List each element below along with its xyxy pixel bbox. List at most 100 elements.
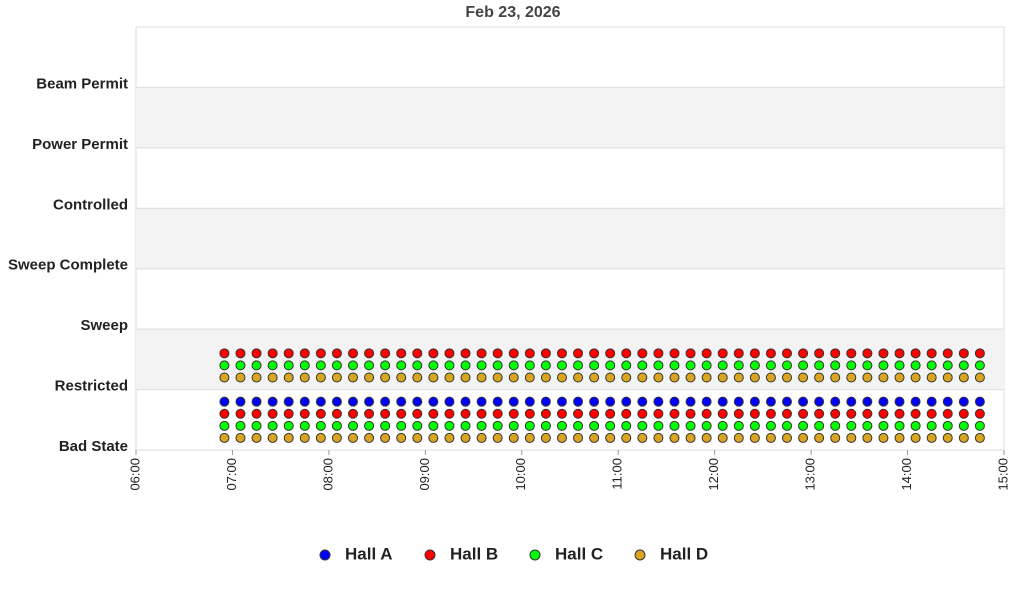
legend-marker bbox=[319, 549, 331, 561]
point bbox=[846, 360, 857, 371]
point bbox=[765, 348, 776, 359]
point bbox=[283, 372, 294, 383]
point bbox=[798, 348, 809, 359]
point bbox=[926, 420, 937, 431]
point bbox=[556, 432, 567, 443]
point bbox=[251, 348, 262, 359]
point bbox=[942, 360, 953, 371]
point bbox=[267, 432, 278, 443]
point bbox=[653, 408, 664, 419]
point bbox=[830, 348, 841, 359]
point bbox=[444, 432, 455, 443]
point bbox=[958, 372, 969, 383]
point bbox=[958, 396, 969, 407]
point bbox=[830, 360, 841, 371]
point bbox=[958, 360, 969, 371]
point bbox=[846, 396, 857, 407]
point bbox=[348, 408, 358, 419]
point bbox=[364, 408, 375, 419]
point bbox=[958, 348, 969, 359]
point bbox=[862, 432, 873, 443]
point bbox=[524, 432, 535, 443]
point bbox=[830, 372, 841, 383]
point bbox=[605, 432, 616, 443]
point bbox=[765, 396, 776, 407]
point bbox=[444, 408, 455, 419]
x-tick-label: 10:00 bbox=[513, 458, 528, 491]
point bbox=[958, 408, 969, 419]
x-tick-label: 06:00 bbox=[127, 458, 142, 491]
point bbox=[219, 432, 230, 443]
point bbox=[380, 348, 391, 359]
point bbox=[299, 408, 310, 419]
point bbox=[894, 408, 905, 419]
point bbox=[717, 360, 728, 371]
point bbox=[717, 348, 728, 359]
point bbox=[942, 372, 953, 383]
point bbox=[283, 408, 294, 419]
point bbox=[219, 372, 230, 383]
point bbox=[846, 348, 857, 359]
point bbox=[524, 420, 535, 431]
point bbox=[878, 408, 889, 419]
point bbox=[476, 432, 487, 443]
point bbox=[476, 372, 487, 383]
point bbox=[348, 348, 358, 359]
point bbox=[782, 396, 792, 407]
point bbox=[862, 348, 873, 359]
point bbox=[669, 408, 680, 419]
point bbox=[733, 372, 744, 383]
point bbox=[492, 372, 503, 383]
point bbox=[299, 348, 310, 359]
legend-label: Hall C bbox=[555, 544, 603, 563]
point bbox=[396, 432, 407, 443]
point bbox=[942, 396, 953, 407]
point bbox=[942, 420, 953, 431]
point bbox=[283, 396, 294, 407]
point bbox=[428, 432, 439, 443]
point bbox=[315, 420, 326, 431]
point bbox=[364, 432, 375, 443]
point bbox=[315, 348, 326, 359]
point bbox=[235, 432, 246, 443]
point bbox=[733, 432, 744, 443]
y-tick-label: Sweep bbox=[80, 317, 128, 334]
point bbox=[380, 396, 391, 407]
point bbox=[878, 420, 889, 431]
legend-label: Hall A bbox=[345, 544, 393, 563]
point bbox=[717, 372, 728, 383]
point bbox=[846, 432, 857, 443]
point bbox=[412, 420, 423, 431]
point bbox=[412, 372, 423, 383]
point bbox=[846, 420, 857, 431]
point bbox=[814, 372, 825, 383]
point bbox=[573, 372, 584, 383]
legend-marker bbox=[529, 549, 541, 561]
point bbox=[589, 360, 600, 371]
point bbox=[974, 396, 985, 407]
point bbox=[556, 360, 567, 371]
point bbox=[878, 396, 889, 407]
point bbox=[878, 372, 889, 383]
point bbox=[782, 420, 792, 431]
point bbox=[412, 360, 423, 371]
point bbox=[621, 360, 632, 371]
point bbox=[894, 420, 905, 431]
point bbox=[219, 408, 230, 419]
point bbox=[830, 432, 841, 443]
point bbox=[331, 420, 342, 431]
point bbox=[331, 432, 342, 443]
point bbox=[926, 396, 937, 407]
point bbox=[717, 432, 728, 443]
point bbox=[862, 408, 873, 419]
point bbox=[589, 348, 600, 359]
point bbox=[910, 348, 921, 359]
point bbox=[782, 360, 792, 371]
point bbox=[460, 396, 471, 407]
point bbox=[910, 396, 921, 407]
point bbox=[364, 420, 375, 431]
point bbox=[814, 408, 825, 419]
point bbox=[701, 360, 712, 371]
point bbox=[589, 408, 600, 419]
